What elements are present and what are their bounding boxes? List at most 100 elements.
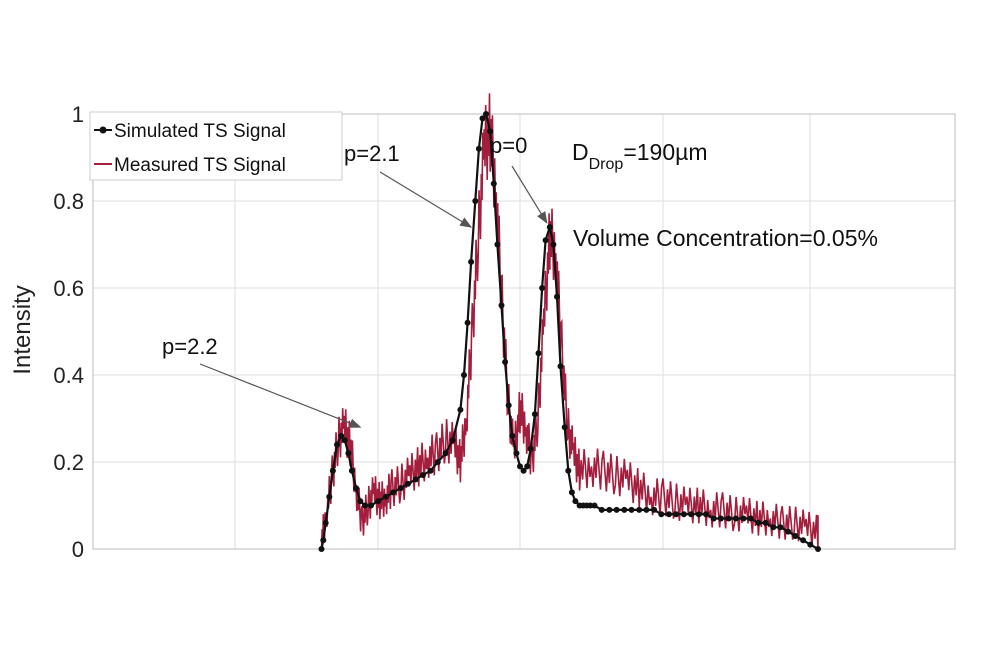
simulated-point [680, 511, 687, 518]
simulated-point [457, 406, 464, 413]
volume-concentration-text: Volume Concentration=0.05% [573, 225, 878, 251]
simulated-point [747, 515, 754, 522]
simulated-point [792, 533, 799, 539]
y-tick-label-5: 1 [72, 102, 84, 127]
simulated-point [479, 115, 486, 122]
simulated-point [375, 498, 382, 505]
y-axis-ticks: 0 0.2 0.4 0.6 0.8 1 [53, 102, 84, 562]
simulated-point [427, 467, 434, 474]
simulated-point [554, 293, 560, 300]
simulated-point [703, 511, 709, 518]
simulated-point [673, 511, 680, 518]
simulated-point [449, 437, 456, 444]
simulated-point [353, 485, 360, 492]
drop-diameter-text: DDrop=190µm [572, 139, 708, 173]
drop-diameter-subscript: Drop [589, 156, 624, 173]
legend-box [89, 111, 343, 181]
simulated-point [550, 241, 557, 248]
simulated-point [320, 537, 327, 544]
simulated-point [397, 485, 404, 492]
simulated-point [587, 502, 594, 509]
simulated-series [318, 111, 821, 552]
simulated-point [546, 224, 553, 231]
simulated-point [762, 519, 769, 526]
simulated-point [717, 515, 724, 522]
simulated-point [695, 511, 702, 518]
simulated-point [568, 489, 575, 496]
simulated-point [807, 541, 814, 548]
simulated-point [815, 546, 821, 552]
simulated-point [513, 450, 520, 457]
simulated-point [341, 437, 348, 444]
simulated-point [539, 285, 546, 291]
simulated-point [368, 502, 374, 509]
simulated-point [561, 424, 568, 431]
simulated-point [490, 180, 497, 187]
simulated-point [382, 493, 389, 500]
simulated-point [598, 506, 605, 513]
simulated-point [785, 528, 792, 535]
simulated-point [502, 359, 509, 365]
annotation-p22-label: p=2.2 [162, 334, 218, 359]
simulated-point [643, 506, 650, 513]
simulated-point [345, 450, 352, 457]
simulated-point [606, 506, 613, 513]
simulated-point [732, 515, 739, 522]
simulated-point [565, 467, 572, 474]
simulated-point [509, 432, 516, 439]
simulated-point [725, 515, 732, 522]
simulated-point [658, 511, 665, 518]
simulated-point [666, 511, 672, 518]
simulated-point [475, 145, 482, 152]
simulated-point [628, 506, 635, 513]
simulated-point [322, 519, 329, 526]
simulated-point [520, 467, 527, 474]
simulated-point [535, 350, 542, 357]
simulated-point [524, 463, 531, 470]
simulated-point [505, 402, 512, 409]
y-tick-label-0: 0 [72, 537, 84, 562]
simulated-point [362, 502, 368, 509]
simulated-point [461, 372, 467, 378]
simulated-point [334, 441, 340, 448]
simulated-point [357, 498, 364, 505]
simulated-point [517, 463, 523, 470]
simulated-point [318, 546, 325, 552]
simulated-point [557, 363, 564, 370]
drop-diameter-value: =190µm [623, 139, 707, 165]
simulated-point [419, 472, 426, 479]
simulated-point [591, 502, 598, 509]
y-tick-label-2: 0.4 [53, 363, 84, 388]
simulated-point [442, 450, 449, 457]
legend-simulated-label: Simulated TS Signal [114, 121, 286, 142]
simulated-point [800, 537, 807, 544]
simulated-point [390, 489, 397, 496]
simulated-point [572, 498, 579, 505]
simulated-point [542, 237, 549, 244]
y-tick-label-1: 0.2 [53, 450, 84, 475]
simulated-point [740, 515, 747, 522]
annotations: p=2.2 p=2.1 p=0 [162, 133, 548, 428]
simulated-point [326, 493, 333, 500]
annotation-p0-label: p=0 [490, 133, 527, 158]
simulated-point [338, 432, 345, 439]
simulated-point [777, 524, 784, 531]
annotation-p0-arrow [511, 165, 548, 224]
simulated-point [483, 111, 489, 117]
y-axis-label: Intensity [9, 285, 36, 374]
simulated-point [770, 524, 777, 531]
simulated-point [710, 515, 717, 522]
simulated-point [636, 506, 643, 513]
simulated-point [472, 198, 479, 204]
legend-simulated-marker [99, 126, 107, 134]
simulated-point [405, 480, 411, 487]
simulated-point [468, 258, 475, 265]
annotation-p21-arrow [379, 171, 473, 228]
measured-line [320, 93, 819, 550]
simulated-point [487, 128, 494, 135]
annotation-p21-label: p=2.1 [344, 141, 400, 166]
simulated-point [412, 476, 419, 483]
drop-diameter-symbol: D [572, 139, 589, 165]
legend: Simulated TS Signal Measured TS Signal [89, 111, 343, 181]
